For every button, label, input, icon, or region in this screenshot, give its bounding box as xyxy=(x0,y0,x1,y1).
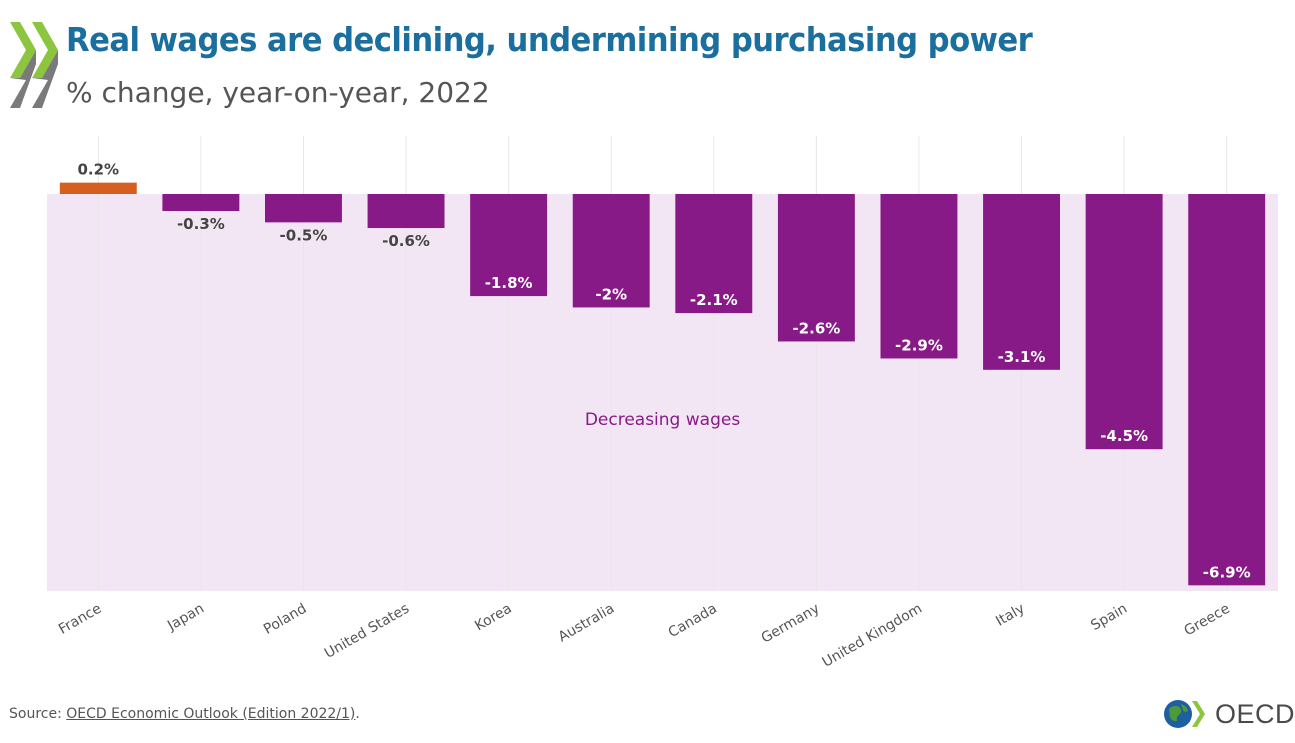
chart-annotation: Decreasing wages xyxy=(585,410,741,430)
bar-poland xyxy=(264,194,342,223)
x-tick-label: France xyxy=(56,601,104,638)
data-label: -0.5% xyxy=(280,226,328,244)
globe-icon xyxy=(1164,700,1205,728)
source-note: Source: OECD Economic Outlook (Edition 2… xyxy=(9,706,360,722)
chart-title: Real wages are declining, undermining pu… xyxy=(66,20,1033,59)
x-tick-label: Poland xyxy=(261,601,309,638)
oecd-chevrons-logo xyxy=(10,22,58,108)
bar-united-kingdom xyxy=(880,194,958,359)
bar-japan xyxy=(162,194,240,212)
bar-canada xyxy=(675,194,753,314)
data-label: 0.2% xyxy=(77,161,119,179)
bar-greece xyxy=(1188,194,1266,586)
data-label: -2.9% xyxy=(895,336,943,354)
oecd-logo: OECD xyxy=(1163,696,1295,732)
x-tick-label: Spain xyxy=(1088,601,1130,634)
data-label: -4.5% xyxy=(1100,427,1148,445)
data-label: -2.6% xyxy=(792,319,840,337)
data-label: -1.8% xyxy=(485,274,533,292)
data-labels: 0.2% -0.3% -0.5% -0.6% -1.8% -2% -2.1% -2.6% -2.… xyxy=(77,161,1250,582)
bar-germany xyxy=(777,194,855,342)
bar-united-states xyxy=(367,194,445,229)
source-suffix: . xyxy=(355,706,360,722)
source-link[interactable]: OECD Economic Outlook (Edition 2022/1) xyxy=(66,706,356,722)
x-tick-label: Korea xyxy=(472,601,514,635)
bar-australia xyxy=(572,194,650,308)
data-label: -0.6% xyxy=(382,232,430,250)
source-prefix: Source: xyxy=(9,706,67,722)
x-tick-label: Canada xyxy=(666,601,720,641)
x-tick-label: Italy xyxy=(993,601,1027,630)
x-tick-label: Japan xyxy=(164,601,207,635)
oecd-logo-text: OECD xyxy=(1215,698,1295,729)
x-tick-label: Germany xyxy=(759,601,823,647)
bar-italy xyxy=(983,194,1061,370)
bar-spain xyxy=(1085,194,1163,450)
data-label: -0.3% xyxy=(177,215,225,233)
x-tick-label: Greece xyxy=(1182,601,1233,640)
data-label: -2.1% xyxy=(690,291,738,309)
x-tick-label: United Kingdom xyxy=(820,601,925,670)
data-label: -6.9% xyxy=(1203,563,1251,581)
x-tick-label: Australia xyxy=(556,601,618,646)
negative-region xyxy=(47,194,1278,591)
bar-france xyxy=(59,182,137,194)
data-label: -2% xyxy=(595,285,627,303)
x-axis-tick-labels: France Japan Poland United States Korea Austr… xyxy=(56,601,1233,670)
data-label: -3.1% xyxy=(998,348,1046,366)
bars xyxy=(59,182,1266,586)
chart-subtitle: % change, year-on-year, 2022 xyxy=(66,76,490,109)
bar-korea xyxy=(470,194,548,297)
bar-chart: 0.2% -0.3% -0.5% -0.6% -1.8% -2% -2.1% -2.6% -2.… xyxy=(47,136,1278,670)
x-tick-label: United States xyxy=(322,601,412,662)
